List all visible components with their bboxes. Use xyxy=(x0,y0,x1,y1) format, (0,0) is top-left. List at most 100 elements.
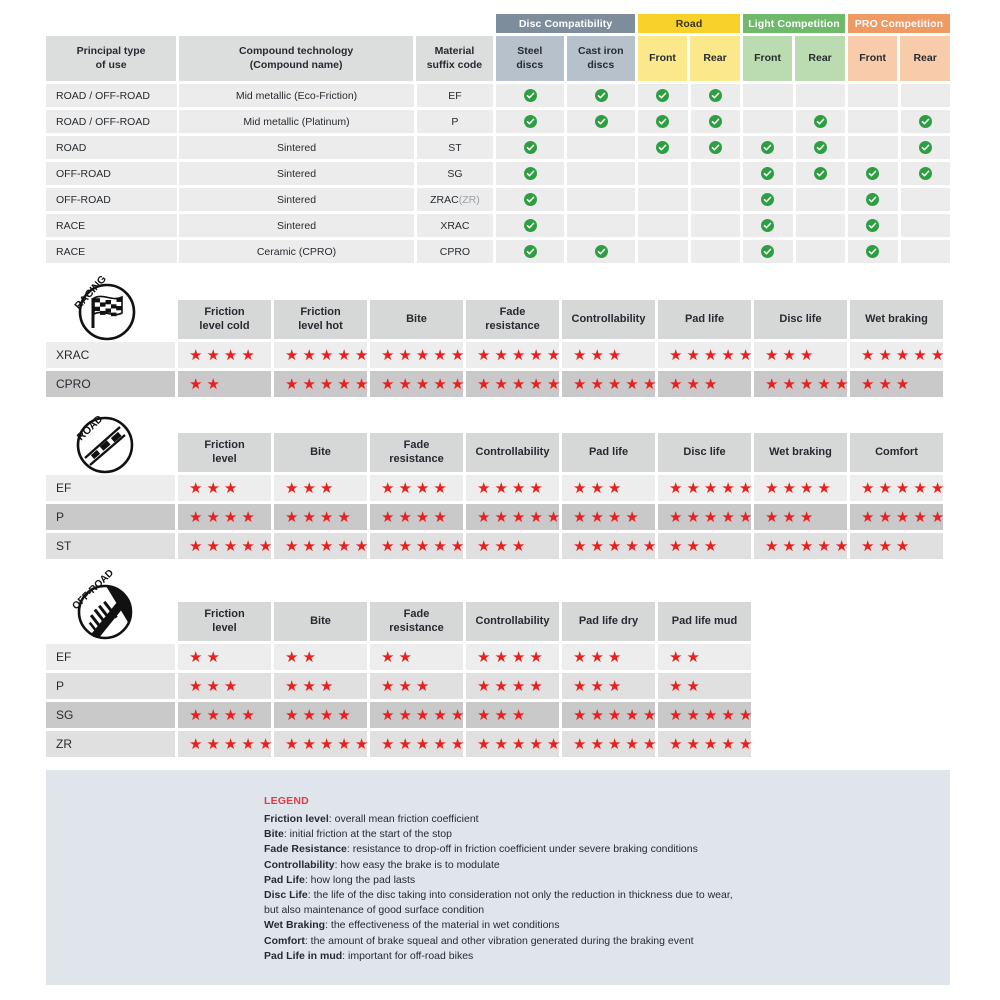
star-icon: ★ xyxy=(433,375,448,393)
star-icon: ★ xyxy=(686,508,701,526)
star-icon: ★ xyxy=(337,346,352,364)
cell-compound-technology: Ceramic (CPRO) xyxy=(179,240,414,263)
rating-column-header: Fade resistance xyxy=(370,433,463,472)
star-icon: ★ xyxy=(738,706,754,724)
star-icon: ★ xyxy=(511,706,527,724)
star-icon: ★ xyxy=(494,508,509,526)
star-icon: ★ xyxy=(529,735,544,753)
star-icon: ★ xyxy=(415,346,431,364)
star-icon: ★ xyxy=(686,375,701,393)
star-icon: ★ xyxy=(895,346,911,364)
star-icon: ★ xyxy=(703,508,719,526)
rating-stars-cell: ★ ★ ★ ★ ★ xyxy=(850,504,944,530)
check-icon xyxy=(656,141,670,154)
star-icon: ★ xyxy=(319,735,335,753)
cell-pro-front xyxy=(848,110,898,133)
star-icon: ★ xyxy=(189,479,204,497)
legend-item: Pad Life in mud: important for off-road … xyxy=(264,949,474,962)
star-icon: ★ xyxy=(703,375,719,393)
star-icon: ★ xyxy=(223,508,239,526)
star-icon: ★ xyxy=(285,677,300,695)
cell-compound-technology: Sintered xyxy=(179,214,414,237)
cell-steel-discs xyxy=(496,84,565,107)
cell-principal-type: OFF-ROAD xyxy=(46,162,177,185)
star-icon: ★ xyxy=(642,735,658,753)
rating-stars-cell: ★ ★ ★ ★ ★ xyxy=(370,702,464,728)
rating-stars-cell: ★ ★ ★ xyxy=(466,702,559,728)
star-icon: ★ xyxy=(573,479,588,497)
star-icon: ★ xyxy=(590,375,605,393)
rating-stars-cell: ★ ★ ★ ★ ★ xyxy=(850,342,944,368)
rating-stars-cell: ★ ★ ★ xyxy=(562,644,655,670)
rating-column-header: Wet braking xyxy=(754,433,847,472)
check-icon xyxy=(866,193,880,206)
cell-steel-discs xyxy=(496,188,565,211)
header-cast-iron-discs: Cast iron discs xyxy=(566,36,635,81)
cell-light-rear xyxy=(795,84,846,107)
cell-pro-rear xyxy=(900,240,951,263)
star-icon: ★ xyxy=(861,479,876,497)
star-icon: ★ xyxy=(782,479,797,497)
star-icon: ★ xyxy=(319,677,335,695)
check-icon xyxy=(761,167,775,180)
star-icon: ★ xyxy=(494,677,509,695)
legend-item: Comfort: the amount of brake squeal and … xyxy=(264,934,694,947)
star-icon: ★ xyxy=(686,677,701,695)
star-icon: ★ xyxy=(494,537,509,555)
rating-stars-cell: ★ ★ ★ xyxy=(178,673,271,699)
star-icon: ★ xyxy=(511,346,527,364)
star-icon: ★ xyxy=(625,706,640,724)
star-icon: ★ xyxy=(669,648,684,666)
star-icon: ★ xyxy=(381,346,396,364)
rating-row: XRAC ★ ★ ★ ★ ★ ★ ★ ★ ★ ★ ★ ★ ★ ★ ★ ★ ★ ★ ★ ★ ★ ★ ★ ★ ★ ★ ★ ★ ★ ★ ★ ★ ★ ★ ★ xyxy=(46,342,944,368)
star-icon: ★ xyxy=(189,508,204,526)
check-icon xyxy=(761,141,775,154)
rating-row-label: EF xyxy=(46,475,175,501)
rating-stars-cell: ★ ★ xyxy=(658,644,751,670)
rating-column-header: Bite xyxy=(370,300,463,339)
cell-road-front xyxy=(638,214,688,237)
star-icon: ★ xyxy=(302,508,317,526)
rating-stars-cell: ★ ★ ★ ★ xyxy=(178,702,271,728)
cell-pro-front xyxy=(848,188,898,211)
header-cast-line1: Cast iron xyxy=(577,45,624,58)
cell-steel-discs xyxy=(496,240,565,263)
cell-light-front xyxy=(743,240,793,263)
star-icon: ★ xyxy=(302,648,317,666)
star-icon: ★ xyxy=(669,537,684,555)
cell-road-rear xyxy=(690,240,741,263)
star-icon: ★ xyxy=(782,346,797,364)
star-icon: ★ xyxy=(285,537,300,555)
check-icon xyxy=(918,141,932,154)
group-header-disc-compatibility: Disc Compatibility xyxy=(496,14,636,33)
check-icon xyxy=(523,141,537,154)
cell-light-front xyxy=(743,110,793,133)
check-icon xyxy=(523,115,537,128)
star-icon: ★ xyxy=(895,508,911,526)
cell-principal-type: ROAD xyxy=(46,136,177,159)
legend-item: Controllability: how easy the brake is t… xyxy=(264,858,500,871)
star-icon: ★ xyxy=(398,677,413,695)
rating-stars-cell: ★ ★ ★ xyxy=(850,533,943,559)
cell-road-front xyxy=(638,110,688,133)
cell-material-suffix-code: SG xyxy=(416,162,494,185)
road-rating-table: Friction level Bite Fade resistance Controlla… xyxy=(46,433,944,562)
rating-column-header: Fade resistance xyxy=(370,602,463,641)
cell-road-front xyxy=(638,240,688,263)
rating-row: EF ★ ★ ★ ★ ★ ★ ★ ★ ★ ★ ★ ★ ★ ★ ★ xyxy=(46,644,751,670)
star-icon: ★ xyxy=(494,706,509,724)
star-icon: ★ xyxy=(590,706,605,724)
star-icon: ★ xyxy=(354,346,370,364)
star-icon: ★ xyxy=(590,648,605,666)
rating-row: P ★ ★ ★ ★ ★ ★ ★ ★ ★ ★ ★ ★ ★ ★ ★ ★ ★ ★ ★ ★ ★ ★ ★ ★ ★ ★ ★ ★ ★ ★ ★ ★ ★ ★ xyxy=(46,504,944,530)
cell-light-front xyxy=(743,214,793,237)
star-icon: ★ xyxy=(302,735,317,753)
header-principal-type-line2: of use xyxy=(95,58,127,71)
star-icon: ★ xyxy=(381,735,396,753)
cell-principal-type: ROAD / OFF-ROAD xyxy=(46,84,177,107)
star-icon: ★ xyxy=(302,479,317,497)
cell-pro-rear xyxy=(900,84,951,107)
star-icon: ★ xyxy=(223,735,239,753)
star-icon: ★ xyxy=(285,479,300,497)
cell-road-rear xyxy=(690,84,741,107)
